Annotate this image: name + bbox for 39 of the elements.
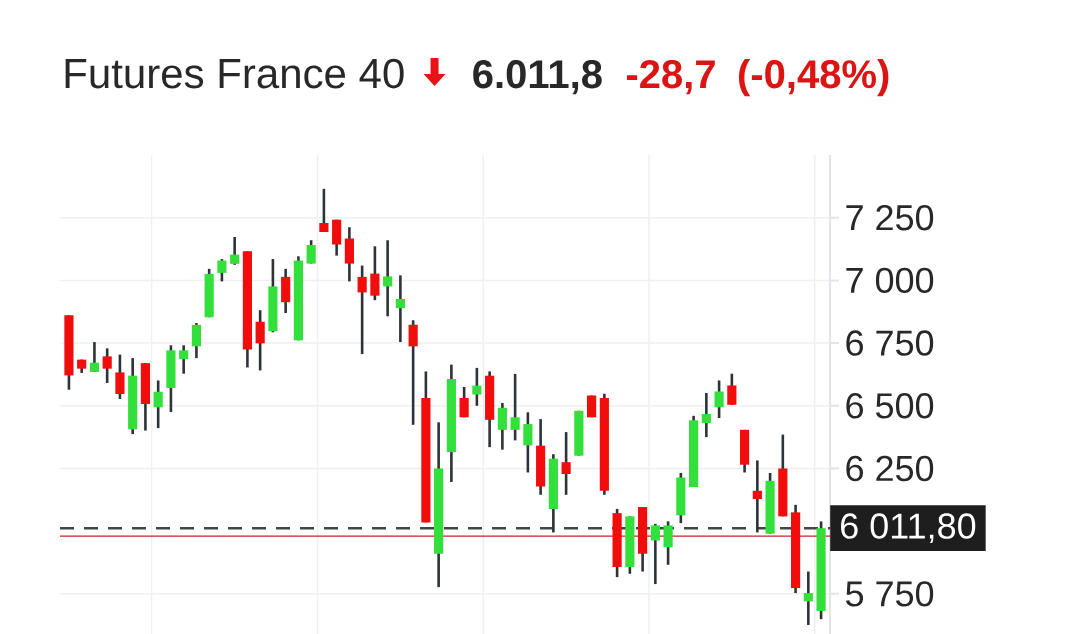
candlestick	[459, 385, 469, 419]
candlestick	[510, 372, 520, 442]
candlestick	[701, 391, 711, 439]
candlestick	[663, 520, 673, 567]
candlestick	[650, 522, 660, 586]
candlestick	[153, 379, 163, 430]
candlestick	[727, 372, 737, 407]
text: (-0,48%)	[738, 59, 889, 97]
text: -28,7	[626, 60, 715, 95]
y-tick-label: 6 500	[846, 393, 934, 419]
candlestick	[714, 379, 724, 420]
candlestick	[395, 274, 405, 344]
candlestick	[752, 459, 762, 534]
y-tick-label: 7 000	[846, 267, 934, 294]
y-tick-label: 6 750	[846, 330, 934, 356]
candlestick	[319, 187, 329, 234]
candlestick	[217, 257, 227, 283]
candlestick	[803, 570, 813, 627]
candlestick	[89, 340, 100, 374]
y-tick-label: 7 250	[846, 204, 934, 231]
candlestick	[102, 347, 112, 385]
candlestick	[523, 410, 533, 474]
candlestick	[306, 238, 316, 265]
chart-title: Futures France 40	[65, 58, 404, 89]
candlestick	[383, 238, 393, 318]
y-tick-label: 6 250	[846, 455, 934, 482]
ref-line-label: 6 011,80	[841, 513, 976, 544]
candlestick	[370, 244, 380, 302]
candlestick	[357, 264, 367, 356]
candlestick	[561, 430, 571, 497]
candlestick	[497, 401, 507, 451]
candlestick	[179, 344, 189, 375]
candlestick	[408, 318, 418, 427]
y-tick-label: 5 750	[845, 581, 934, 607]
candlestick	[255, 308, 265, 372]
text: 6.011,8	[473, 60, 602, 95]
candlestick	[115, 353, 125, 401]
candlestick	[191, 321, 202, 360]
candlestick	[230, 235, 240, 267]
